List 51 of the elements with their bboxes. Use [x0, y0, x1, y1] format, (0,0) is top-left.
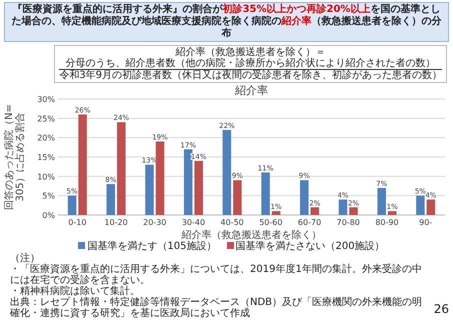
x-tick-label: 60-70	[298, 218, 322, 227]
bar	[68, 196, 76, 215]
text: 26	[434, 302, 449, 316]
y-tick-label: 5%	[42, 192, 56, 201]
text: ・精神科病院は除いて集計。	[10, 286, 140, 297]
x-tick-label: 10-20	[104, 218, 128, 227]
x-axis-title: 紹介率（救急搬送患者を除く）	[180, 229, 322, 241]
y-tick-label: 20%	[37, 134, 56, 143]
x-tick-label: 40-50	[220, 218, 244, 227]
x-tick-label: 20-30	[143, 218, 166, 227]
bar	[388, 211, 396, 215]
bar	[106, 184, 116, 215]
x-tick-label: 30-40	[182, 218, 206, 227]
bar	[300, 180, 309, 215]
bar	[156, 142, 164, 215]
bar	[233, 180, 242, 215]
x-tick-label: 50-60	[259, 218, 282, 227]
bar	[194, 160, 203, 215]
bar	[377, 188, 386, 215]
bar	[117, 122, 126, 215]
bar	[310, 207, 320, 215]
bar	[272, 211, 280, 215]
legend-label: 国基準を満たす（105施設）	[87, 241, 216, 252]
bar	[78, 114, 87, 215]
chart-subtitle: 紹介率	[234, 84, 268, 97]
x-tick-label: 80-90	[375, 218, 399, 227]
y-tick-label: 30%	[37, 95, 56, 104]
bar	[416, 196, 425, 215]
y-tick-label: 15%	[37, 153, 56, 162]
x-tick-label: 70-80	[336, 218, 360, 227]
bar	[426, 200, 436, 215]
chart-title: 『医療資源を重点的に活用する外来』の割合が初診35%以上かつ再診20%以上を国の基準とした場合の、特定機能病院及び地域医療支援病院を除く病院の紹介率（救急搬送患者を除く）の分布	[12, 4, 442, 39]
bar	[349, 207, 358, 215]
text: 紹介率（救急搬送患者を除く）＝	[174, 47, 327, 58]
y-tick-label: 0%	[42, 211, 56, 220]
x-tick-label: 90-	[419, 218, 432, 227]
x-tick-label: 0-10	[68, 218, 86, 227]
y-tick-label: 10%	[37, 172, 56, 182]
bar	[261, 172, 270, 215]
text: 令和3年9月の初診患者数（休日又は夜間の受診患者を除き、初診があった患者の数）	[59, 70, 442, 81]
text: （注）	[10, 253, 40, 264]
text: ・「医療資源を重点的に活用する外来」については、2019年度1年間の集計。外来受診の中には在宅での受診を含まない。	[10, 264, 423, 286]
y-tick-label: 25%	[37, 114, 56, 124]
y-axis-title: 回答のあった病院（N=305）に占める割合	[3, 104, 26, 210]
bar	[222, 130, 232, 215]
legend-label: 国基準を満たさない（200施設）	[236, 241, 385, 252]
bar	[338, 200, 348, 215]
bar	[145, 164, 154, 215]
bar	[184, 149, 192, 215]
text: 分母のうち、紹介患者数（他の病院・診療所から紹介状により紹介された者の数）	[59, 58, 442, 70]
source-note: 出典：レセプト情報・特定健診等情報データベース（NDB）及び「医療機関の外来機能の明確化・連携に資する研究」を基に医政局において作成	[10, 297, 424, 319]
